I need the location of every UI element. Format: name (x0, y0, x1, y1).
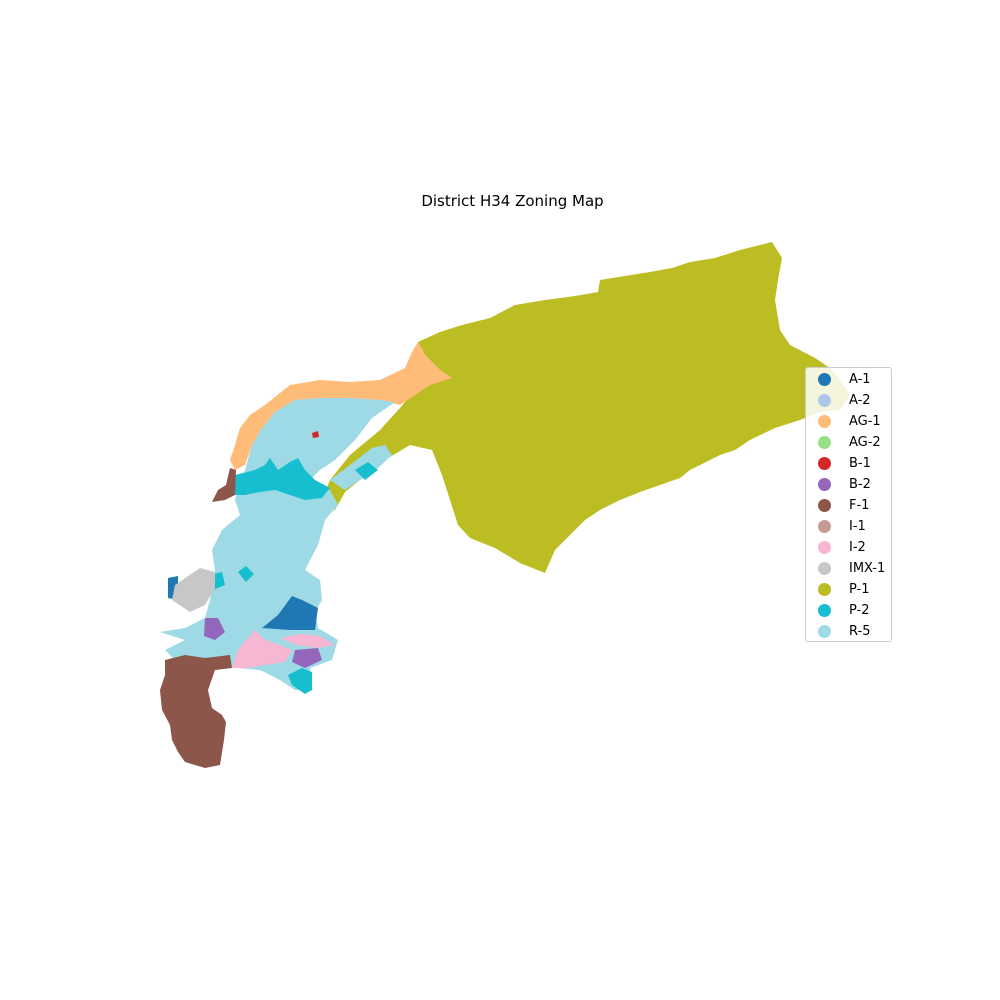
legend-marker (818, 478, 831, 491)
legend-item: A-2 (806, 390, 891, 411)
legend-marker (818, 604, 831, 617)
legend-marker (818, 541, 831, 554)
legend-marker (818, 436, 831, 449)
zone-r5-main[interactable] (160, 398, 395, 690)
map-legend: A-1 A-2 AG-1 AG-2 B-1 B-2 F-1 I-1 I-2 IM… (805, 367, 892, 642)
legend-label: B-1 (849, 456, 871, 471)
legend-label: R-5 (849, 624, 871, 639)
legend-item: AG-1 (806, 411, 891, 432)
zone-ag1[interactable] (230, 342, 452, 470)
legend-marker (818, 415, 831, 428)
legend-marker (818, 562, 831, 575)
legend-label: F-1 (849, 498, 870, 513)
legend-marker (818, 520, 831, 533)
legend-item: I-1 (806, 516, 891, 537)
legend-label: I-1 (849, 519, 866, 534)
legend-label: AG-2 (849, 435, 881, 450)
legend-item: P-2 (806, 600, 891, 621)
zone-p2-c[interactable] (355, 462, 378, 480)
zone-a1-east[interactable] (262, 596, 318, 630)
legend-marker (818, 499, 831, 512)
legend-label: P-1 (849, 582, 870, 597)
zone-i2-east[interactable] (280, 634, 335, 648)
legend-item: P-1 (806, 579, 891, 600)
legend-label: B-2 (849, 477, 871, 492)
zone-b2-west[interactable] (204, 618, 225, 640)
zone-f1-south[interactable] (160, 655, 232, 768)
legend-item: B-1 (806, 453, 891, 474)
zone-p2-south[interactable] (288, 668, 312, 694)
legend-item: I-2 (806, 537, 891, 558)
legend-label: A-2 (849, 393, 871, 408)
zone-p2-north[interactable] (235, 458, 330, 500)
zone-b2-east[interactable] (292, 648, 322, 668)
legend-item: IMX-1 (806, 558, 891, 579)
legend-marker (818, 394, 831, 407)
legend-marker (818, 625, 831, 638)
zone-p2-a[interactable] (238, 566, 254, 582)
zone-b1[interactable] (312, 431, 319, 438)
legend-item: R-5 (806, 621, 891, 642)
legend-item: A-1 (806, 369, 891, 390)
legend-label: I-2 (849, 540, 866, 555)
zone-f1-north[interactable] (212, 468, 236, 502)
legend-item: AG-2 (806, 432, 891, 453)
legend-label: AG-1 (849, 414, 881, 429)
legend-marker (818, 583, 831, 596)
zone-imx1[interactable] (172, 568, 215, 612)
legend-item: B-2 (806, 474, 891, 495)
zone-i2-central[interactable] (232, 630, 292, 668)
legend-label: IMX-1 (849, 561, 886, 576)
map-title: District H34 Zoning Map (421, 192, 604, 210)
zone-p1-east[interactable] (322, 242, 850, 573)
legend-marker (818, 373, 831, 386)
legend-label: P-2 (849, 603, 870, 618)
legend-marker (818, 457, 831, 470)
legend-item: F-1 (806, 495, 891, 516)
legend-label: A-1 (849, 372, 871, 387)
